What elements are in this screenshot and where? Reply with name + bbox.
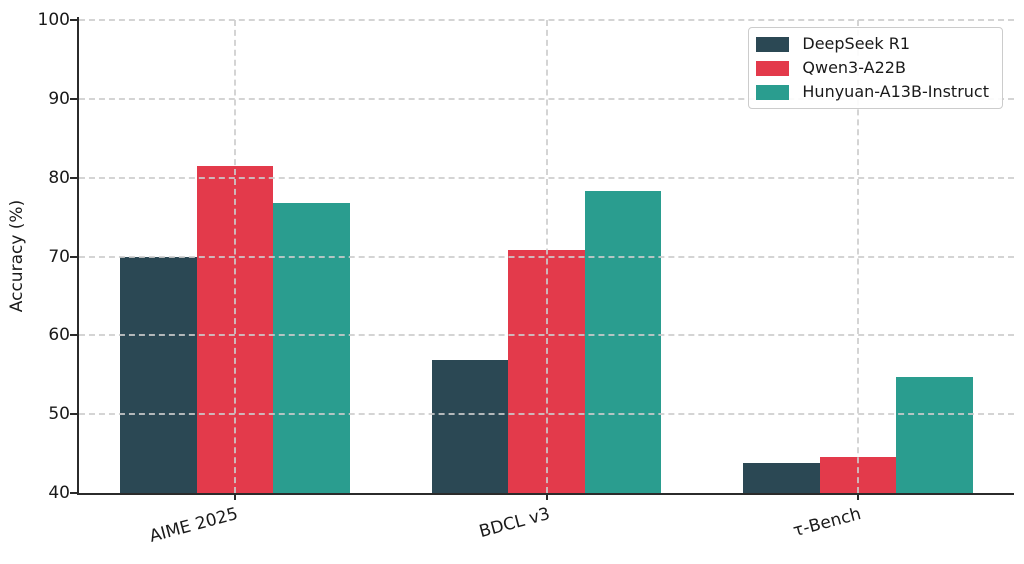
legend-swatch-icon xyxy=(756,60,790,76)
y-tick-mark-60 xyxy=(70,334,77,337)
x-tick-label-BDCL v3: BDCL v3 xyxy=(476,504,552,543)
legend-item-Qwen3-A22B: Qwen3-A22B xyxy=(756,60,989,76)
gridline-x-BDCL v3 xyxy=(545,20,548,493)
bar-τ-Bench-DeepSeek R1 xyxy=(743,463,820,493)
y-axis-spine xyxy=(77,17,79,493)
y-tick-mark-50 xyxy=(70,413,77,416)
bar-BDCL v3-DeepSeek R1 xyxy=(431,359,509,493)
x-tick-mark-AIME 2025 xyxy=(233,493,236,500)
bar-AIME 2025-Hunyuan-A13B-Instruct xyxy=(273,202,350,493)
y-tick-mark-70 xyxy=(70,255,77,258)
y-tick-mark-90 xyxy=(70,97,77,100)
y-tick-mark-80 xyxy=(70,176,77,179)
legend: DeepSeek R1 Qwen3-A22B Hunyuan-A13B-Instru… xyxy=(748,27,1003,109)
y-tick-label-90: 90 xyxy=(48,88,70,109)
y-tick-label-40: 40 xyxy=(48,483,70,503)
y-tick-label-80: 80 xyxy=(48,167,70,188)
y-tick-mark-100 xyxy=(70,19,77,21)
legend-item-Hunyuan-A13B-Instruct: Hunyuan-A13B-Instruct xyxy=(756,84,989,100)
x-tick-label-τ-Bench: τ-Bench xyxy=(791,504,864,542)
bar-AIME 2025-DeepSeek R1 xyxy=(120,256,197,493)
y-tick-label-100: 100 xyxy=(37,10,70,30)
legend-label: Hunyuan-A13B-Instruct xyxy=(802,82,989,101)
bar-BDCL v3-Hunyuan-A13B-Instruct xyxy=(584,191,662,493)
legend-swatch-icon xyxy=(756,84,790,100)
gridline-x-τ-Bench xyxy=(857,20,860,493)
y-tick-label-60: 60 xyxy=(48,325,70,346)
legend-label: Qwen3-A22B xyxy=(802,58,906,77)
y-tick-mark-40 xyxy=(70,492,77,494)
x-tick-label-AIME 2025: AIME 2025 xyxy=(147,504,241,547)
y-tick-label-70: 70 xyxy=(48,246,70,267)
legend-item-DeepSeek R1: DeepSeek R1 xyxy=(756,36,989,52)
x-tick-mark-τ-Bench xyxy=(857,493,860,500)
gridline-x-AIME 2025 xyxy=(233,20,236,493)
bar-τ-Bench-Hunyuan-A13B-Instruct xyxy=(896,377,973,493)
legend-label: DeepSeek R1 xyxy=(802,34,911,53)
x-tick-mark-BDCL v3 xyxy=(545,493,548,500)
legend-swatch-icon xyxy=(756,36,790,52)
y-tick-label-50: 50 xyxy=(48,404,70,425)
